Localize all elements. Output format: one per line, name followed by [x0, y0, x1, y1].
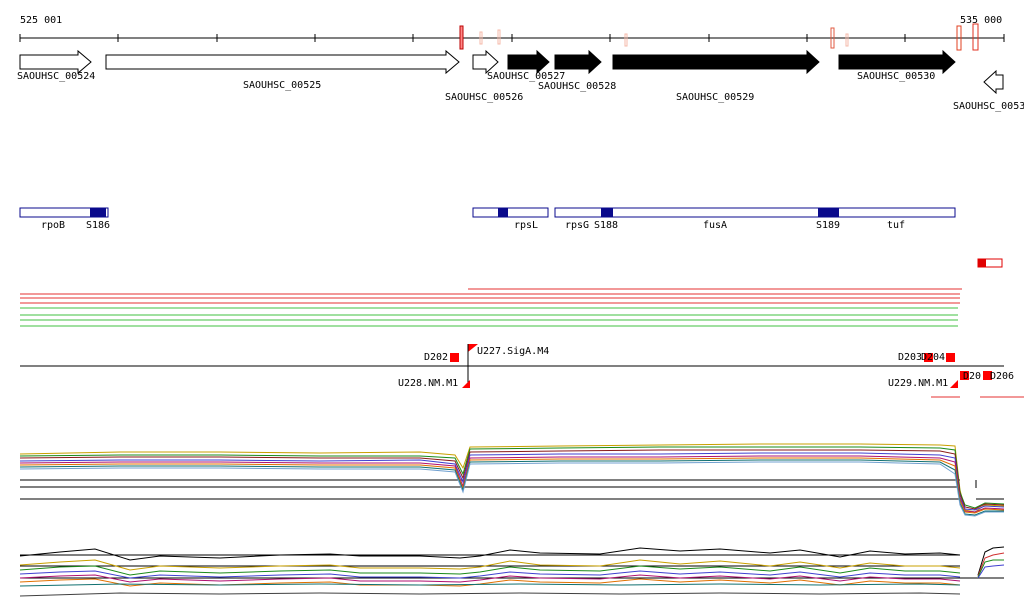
coordinate-ruler: 525 001 535 000 — [19, 15, 1005, 51]
ruler-markers — [459, 23, 979, 51]
gene-label-00525: SAOUHSC_00525 — [243, 80, 321, 91]
feature-bar-fusa-tuf[interactable] — [554, 207, 956, 218]
expression-track-1 — [19, 443, 1005, 517]
feature-label-s188: S188 — [594, 220, 618, 231]
gene-label-00524: SAOUHSC_00524 — [17, 71, 95, 82]
feature-block-rpsl[interactable] — [498, 208, 508, 217]
gene-arrow-00524[interactable] — [19, 49, 92, 75]
gene-arrow-00527[interactable] — [507, 49, 550, 75]
reg-label-u229: U229.NM.M1 — [888, 378, 948, 389]
gene-label-00527: SAOUHSC_00527 — [487, 71, 565, 82]
marker-d206[interactable] — [983, 371, 992, 380]
ruler-end-label: 535 000 — [960, 15, 1002, 26]
gene-track: SAOUHSC_00524 SAOUHSC_00525 SAOUHSC_0052… — [17, 49, 1024, 112]
expression-track-2 — [19, 546, 1005, 597]
feature-label-s189: S189 — [816, 220, 840, 231]
marker-u229[interactable] — [950, 380, 958, 388]
gene-arrow-0053[interactable] — [983, 69, 1004, 95]
feature-label-rpsg: rpsG — [565, 220, 589, 231]
feature-label-rpob: rpoB — [41, 220, 65, 231]
marker-d203[interactable] — [924, 353, 933, 362]
gene-label-00526: SAOUHSC_00526 — [445, 92, 523, 103]
gene-label-00529: SAOUHSC_00529 — [676, 92, 754, 103]
ruler-ticks — [19, 34, 1005, 42]
feature-block-s188[interactable] — [601, 208, 613, 217]
reg-label-d20: D20 — [963, 371, 981, 382]
feature-label-tuf: tuf — [887, 220, 905, 231]
marker-u228[interactable] — [462, 380, 470, 388]
red-indicator-box[interactable] — [977, 258, 1003, 268]
feature-label-s186: S186 — [86, 220, 110, 231]
feature-label-fusa: fusA — [703, 220, 727, 231]
feature-track: rpoB S186 rpsL rpsG S188 fusA S189 tuf — [19, 207, 956, 231]
reg-label-u228: U228.NM.M1 — [398, 378, 458, 389]
regulatory-track: D202 U227.SigA.M4 U228.NM.M1 D203 D204 U… — [20, 344, 1024, 398]
gene-arrow-00530[interactable] — [838, 49, 956, 75]
gene-label-0053: SAOUHSC_0053 — [953, 101, 1024, 112]
gene-arrow-00526[interactable] — [472, 49, 499, 75]
ruler-start-label: 525 001 — [20, 15, 62, 26]
reg-label-d206: D206 — [990, 371, 1014, 382]
marker-d204[interactable] — [946, 353, 955, 362]
reg-label-u227: U227.SigA.M4 — [477, 346, 549, 357]
gene-label-00530: SAOUHSC_00530 — [857, 71, 935, 82]
feature-block-s186[interactable] — [90, 208, 106, 217]
line-track — [20, 288, 962, 327]
feature-block-s189[interactable] — [818, 208, 839, 217]
feature-label-rpsl: rpsL — [514, 220, 538, 231]
feature-bar-rpob[interactable] — [19, 207, 109, 218]
gene-label-00528: SAOUHSC_00528 — [538, 81, 616, 92]
gene-arrow-00529[interactable] — [612, 49, 820, 75]
marker-d202[interactable] — [450, 353, 459, 362]
gene-arrow-00528[interactable] — [554, 49, 602, 75]
marker-d20[interactable] — [960, 371, 969, 380]
gene-arrow-00525[interactable] — [105, 49, 460, 75]
reg-label-d202: D202 — [424, 352, 448, 363]
feature-bar-rpsl[interactable] — [472, 207, 549, 218]
marker-u227[interactable] — [468, 344, 478, 352]
reg-label-d204: D204 — [921, 352, 945, 363]
reg-label-d203: D203 — [898, 352, 922, 363]
